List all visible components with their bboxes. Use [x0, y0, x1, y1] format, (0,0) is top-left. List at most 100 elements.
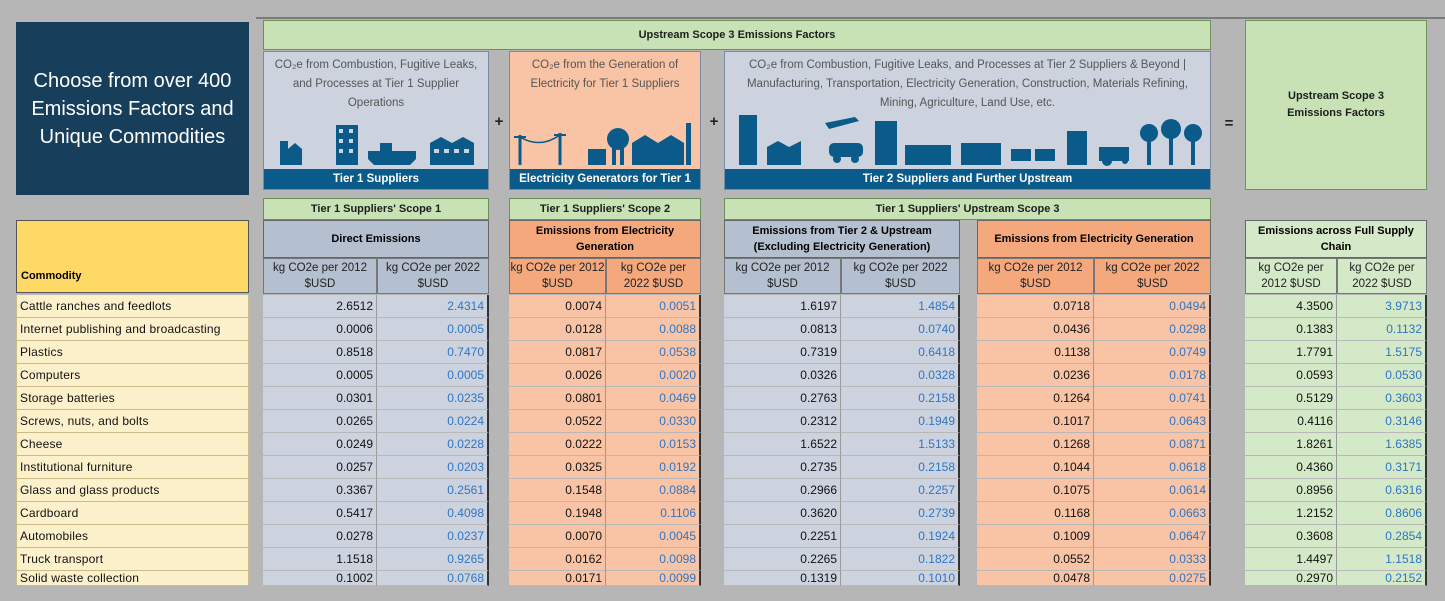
table-cell[interactable]: 0.0647: [1094, 525, 1211, 548]
commodity-name[interactable]: Cheese: [16, 433, 249, 456]
table-cell[interactable]: 1.4854: [841, 295, 960, 318]
table-cell[interactable]: 0.0530: [1337, 364, 1427, 387]
commodity-name[interactable]: Computers: [16, 364, 249, 387]
table-cell[interactable]: 0.0741: [1094, 387, 1211, 410]
table-cell[interactable]: 0.1383: [1245, 318, 1337, 341]
table-cell[interactable]: 0.7470: [377, 341, 489, 364]
table-cell[interactable]: 0.0749: [1094, 341, 1211, 364]
table-cell[interactable]: 0.1010: [841, 571, 960, 586]
commodity-name[interactable]: Internet publishing and broadcasting: [16, 318, 249, 341]
table-cell[interactable]: 4.3500: [1245, 295, 1337, 318]
commodity-name[interactable]: Institutional furniture: [16, 456, 249, 479]
table-cell[interactable]: 0.2763: [724, 387, 841, 410]
table-cell[interactable]: 0.0298: [1094, 318, 1211, 341]
table-cell[interactable]: 0.1168: [977, 502, 1094, 525]
table-cell[interactable]: 0.0328: [841, 364, 960, 387]
table-cell[interactable]: 0.8518: [263, 341, 377, 364]
table-cell[interactable]: 0.2158: [841, 456, 960, 479]
table-cell[interactable]: 0.2735: [724, 456, 841, 479]
table-cell[interactable]: 0.0768: [377, 571, 489, 586]
table-cell[interactable]: 0.9265: [377, 548, 489, 571]
table-cell[interactable]: 0.0224: [377, 410, 489, 433]
table-cell[interactable]: 0.0249: [263, 433, 377, 456]
table-cell[interactable]: 0.1924: [841, 525, 960, 548]
table-cell[interactable]: 0.6316: [1337, 479, 1427, 502]
table-cell[interactable]: 1.8261: [1245, 433, 1337, 456]
table-cell[interactable]: 0.0643: [1094, 410, 1211, 433]
table-cell[interactable]: 0.0153: [606, 433, 701, 456]
table-cell[interactable]: 0.3608: [1245, 525, 1337, 548]
table-cell[interactable]: 1.1518: [263, 548, 377, 571]
table-cell[interactable]: 0.2158: [841, 387, 960, 410]
table-cell[interactable]: 0.1822: [841, 548, 960, 571]
table-cell[interactable]: 0.0237: [377, 525, 489, 548]
table-cell[interactable]: 0.1017: [977, 410, 1094, 433]
commodity-name[interactable]: Plastics: [16, 341, 249, 364]
table-cell[interactable]: 0.0005: [377, 364, 489, 387]
table-cell[interactable]: 1.1518: [1337, 548, 1427, 571]
table-cell[interactable]: 0.4098: [377, 502, 489, 525]
table-cell[interactable]: 0.1319: [724, 571, 841, 586]
table-cell[interactable]: 0.3171: [1337, 456, 1427, 479]
commodity-name[interactable]: Automobiles: [16, 525, 249, 548]
table-cell[interactable]: 0.5417: [263, 502, 377, 525]
table-cell[interactable]: 0.0614: [1094, 479, 1211, 502]
table-cell[interactable]: 0.0871: [1094, 433, 1211, 456]
table-cell[interactable]: 0.0330: [606, 410, 701, 433]
table-cell[interactable]: 0.1132: [1337, 318, 1427, 341]
table-cell[interactable]: 0.2152: [1337, 571, 1427, 586]
table-cell[interactable]: 0.0045: [606, 525, 701, 548]
table-cell[interactable]: 0.0257: [263, 456, 377, 479]
table-cell[interactable]: 0.4360: [1245, 456, 1337, 479]
table-cell[interactable]: 0.1548: [509, 479, 606, 502]
table-cell[interactable]: 0.1009: [977, 525, 1094, 548]
table-cell[interactable]: 0.6418: [841, 341, 960, 364]
table-cell[interactable]: 0.0325: [509, 456, 606, 479]
table-cell[interactable]: 0.3367: [263, 479, 377, 502]
table-cell[interactable]: 0.0813: [724, 318, 841, 341]
table-cell[interactable]: 1.6197: [724, 295, 841, 318]
table-cell[interactable]: 1.6522: [724, 433, 841, 456]
table-cell[interactable]: 0.3146: [1337, 410, 1427, 433]
table-cell[interactable]: 0.0740: [841, 318, 960, 341]
table-cell[interactable]: 1.6385: [1337, 433, 1427, 456]
table-cell[interactable]: 0.0005: [263, 364, 377, 387]
table-cell[interactable]: 0.2854: [1337, 525, 1427, 548]
table-cell[interactable]: 0.7319: [724, 341, 841, 364]
table-cell[interactable]: 3.9713: [1337, 295, 1427, 318]
table-cell[interactable]: 0.0469: [606, 387, 701, 410]
table-cell[interactable]: 0.2312: [724, 410, 841, 433]
table-cell[interactable]: 0.0275: [1094, 571, 1211, 586]
table-cell[interactable]: 0.0817: [509, 341, 606, 364]
table-cell[interactable]: 0.8606: [1337, 502, 1427, 525]
table-cell[interactable]: 0.2970: [1245, 571, 1337, 586]
table-cell[interactable]: 0.0278: [263, 525, 377, 548]
table-cell[interactable]: 0.0236: [977, 364, 1094, 387]
commodity-name[interactable]: Solid waste collection: [16, 571, 249, 586]
table-cell[interactable]: 0.0026: [509, 364, 606, 387]
table-cell[interactable]: 0.1002: [263, 571, 377, 586]
table-cell[interactable]: 1.5133: [841, 433, 960, 456]
table-cell[interactable]: 0.2257: [841, 479, 960, 502]
table-cell[interactable]: 0.0222: [509, 433, 606, 456]
table-cell[interactable]: 0.1106: [606, 502, 701, 525]
table-cell[interactable]: 2.4314: [377, 295, 489, 318]
table-cell[interactable]: 0.0326: [724, 364, 841, 387]
table-cell[interactable]: 0.0020: [606, 364, 701, 387]
table-cell[interactable]: 0.1264: [977, 387, 1094, 410]
table-cell[interactable]: 0.1949: [841, 410, 960, 433]
table-cell[interactable]: 0.0663: [1094, 502, 1211, 525]
table-cell[interactable]: 0.0494: [1094, 295, 1211, 318]
table-cell[interactable]: 1.7791: [1245, 341, 1337, 364]
table-cell[interactable]: 0.8956: [1245, 479, 1337, 502]
table-cell[interactable]: 0.5129: [1245, 387, 1337, 410]
table-cell[interactable]: 0.0478: [977, 571, 1094, 586]
table-cell[interactable]: 0.0162: [509, 548, 606, 571]
table-cell[interactable]: 0.2561: [377, 479, 489, 502]
table-cell[interactable]: 0.0593: [1245, 364, 1337, 387]
table-cell[interactable]: 0.4116: [1245, 410, 1337, 433]
table-cell[interactable]: 2.6512: [263, 295, 377, 318]
table-cell[interactable]: 0.0718: [977, 295, 1094, 318]
table-cell[interactable]: 0.2966: [724, 479, 841, 502]
table-cell[interactable]: 0.0301: [263, 387, 377, 410]
